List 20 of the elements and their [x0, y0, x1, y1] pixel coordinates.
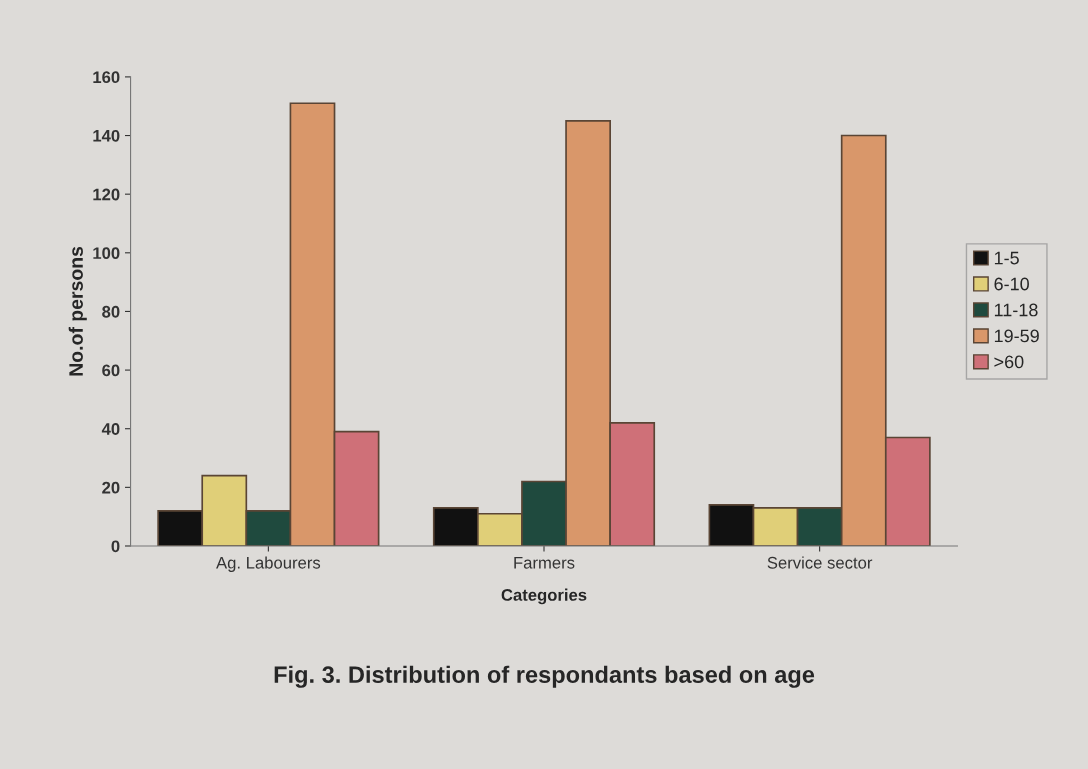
legend-label: 19-59: [994, 329, 1039, 343]
x-tick-label: Farmers: [514, 557, 575, 569]
y-tick-label: 80: [102, 305, 120, 318]
x-axis-title: Categories: [501, 588, 587, 605]
y-tick-label: 100: [93, 247, 120, 260]
legend-label: >60: [994, 355, 1024, 369]
y-tick-label: 140: [93, 129, 120, 142]
y-tick-label: 40: [101, 423, 120, 435]
y-tick-label: 60: [102, 364, 120, 377]
y-tick-label: 20: [102, 481, 120, 494]
legend-label: 11-18: [994, 303, 1038, 317]
y-tick-label: 0: [111, 540, 120, 553]
legend-label: 1-5: [994, 251, 1019, 265]
text: Fig. 3. Distribution of respondants based on age: [274, 665, 815, 688]
x-tick-label: Ag. Labourers: [216, 556, 321, 572]
legend-label: 6-10: [994, 277, 1029, 291]
x-tick-label: Service sector: [767, 556, 873, 569]
y-tick-label: 120: [93, 188, 120, 201]
y-axis-title: No.of persons: [68, 246, 87, 376]
y-tick-label: 160: [93, 71, 120, 84]
